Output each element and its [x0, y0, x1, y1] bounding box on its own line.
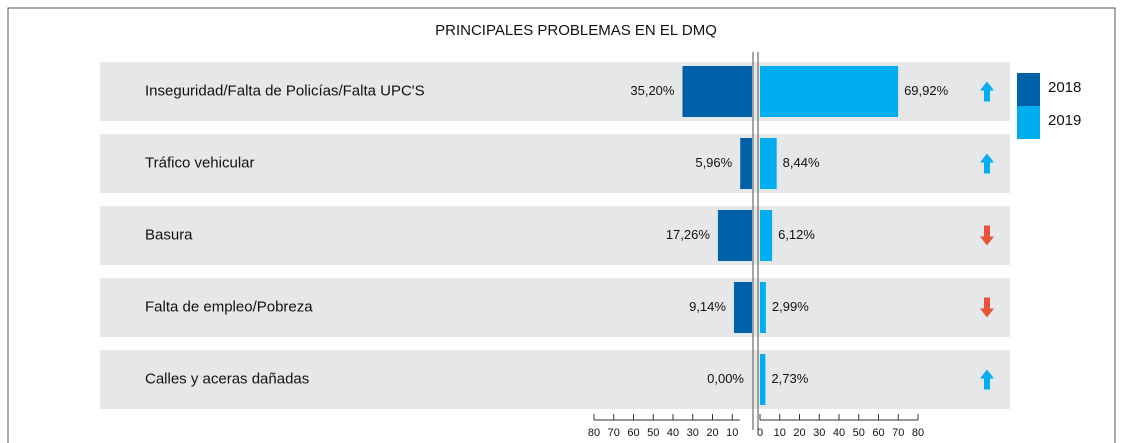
- x-tick-label: 30: [687, 427, 699, 439]
- category-label: Basura: [145, 226, 193, 243]
- x-tick-label: 10: [774, 427, 786, 439]
- value-label: 2,73%: [771, 371, 808, 386]
- value-label: 6,12%: [778, 227, 815, 242]
- value-label: 0,00%: [707, 371, 744, 386]
- category-label: Inseguridad/Falta de Policías/Falta UPC'…: [145, 82, 425, 99]
- bar: [760, 66, 899, 117]
- x-tick-label: 70: [608, 427, 620, 439]
- x-tick-label: 60: [872, 427, 884, 439]
- row-background: [100, 278, 1010, 337]
- trend-up-arrow: [980, 369, 994, 390]
- trend-up-arrow: [980, 81, 994, 102]
- x-tick-label: 50: [853, 427, 865, 439]
- trend-down-arrow: [980, 297, 994, 318]
- value-label: 8,44%: [783, 155, 820, 170]
- bar: [760, 210, 773, 261]
- x-tick-label: 20: [706, 427, 718, 439]
- value-label: 9,14%: [689, 299, 726, 314]
- legend-swatch: [1017, 106, 1040, 139]
- legend-swatch: [1017, 73, 1040, 106]
- value-label: 69,92%: [904, 83, 949, 98]
- trend-up-arrow: [980, 153, 994, 174]
- category-label: Tráfico vehicular: [145, 154, 254, 171]
- bar: [682, 66, 752, 117]
- bar: [717, 210, 752, 261]
- x-tick-label: 80: [912, 427, 924, 439]
- x-tick-label: 70: [892, 427, 904, 439]
- row-background: [100, 134, 1010, 193]
- x-tick-label: 40: [833, 427, 845, 439]
- x-tick-label: 10: [726, 427, 738, 439]
- value-label: 17,26%: [666, 227, 711, 242]
- chart-title: PRINCIPALES PROBLEMAS EN EL DMQ: [435, 22, 717, 39]
- legend-label: 2018: [1048, 79, 1081, 96]
- legend-label: 2019: [1048, 112, 1081, 129]
- x-tick-label: 30: [813, 427, 825, 439]
- value-label: 2,99%: [772, 299, 809, 314]
- row-background: [100, 350, 1010, 409]
- value-label: 35,20%: [630, 83, 675, 98]
- x-tick-label: 80: [588, 427, 600, 439]
- row-background: [100, 206, 1010, 265]
- frame: [7, 7, 1116, 443]
- bar: [760, 354, 766, 405]
- bar: [760, 138, 777, 189]
- x-tick-label: 50: [647, 427, 659, 439]
- x-tick-label: 0: [757, 427, 763, 439]
- bar: [760, 282, 766, 333]
- bar: [733, 282, 752, 333]
- category-label: Falta de empleo/Pobreza: [145, 298, 313, 315]
- x-tick-label: 60: [627, 427, 639, 439]
- x-tick-label: 40: [667, 427, 679, 439]
- value-label: 5,96%: [695, 155, 732, 170]
- trend-down-arrow: [980, 225, 994, 246]
- x-tick-label: 20: [793, 427, 805, 439]
- bar: [740, 138, 752, 189]
- category-label: Calles y aceras dañadas: [145, 370, 309, 387]
